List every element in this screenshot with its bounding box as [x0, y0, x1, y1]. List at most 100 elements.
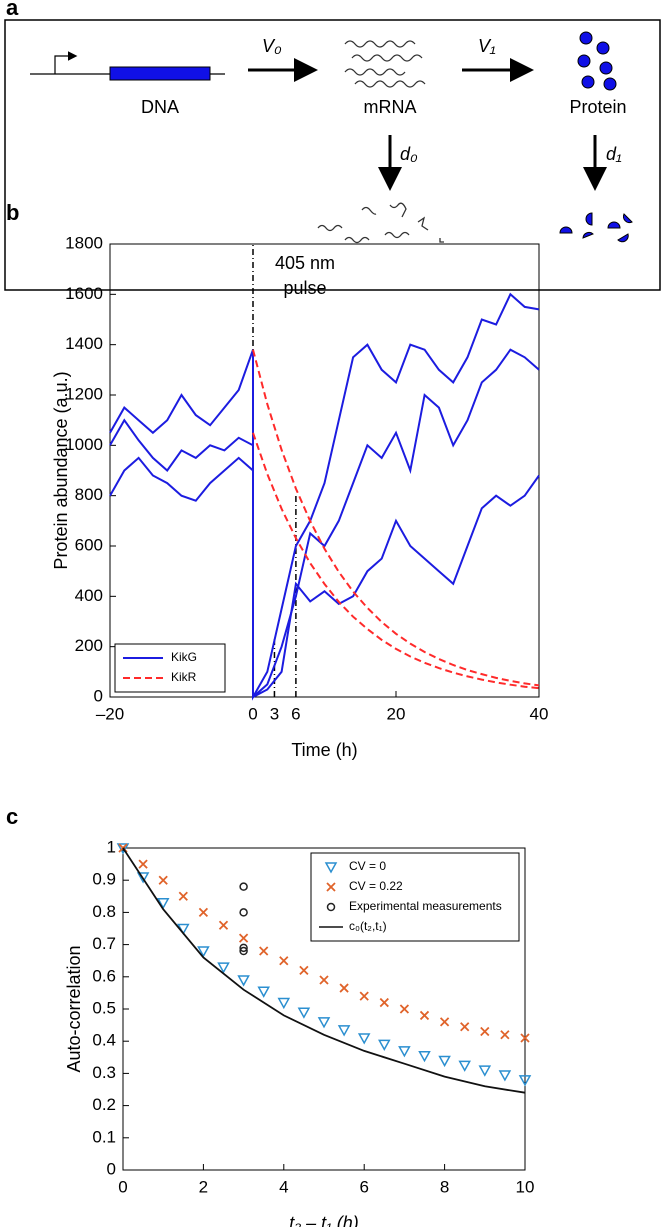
- marker: [317, 1017, 331, 1029]
- y-tick-label: 200: [75, 636, 103, 655]
- gene: [109, 66, 211, 81]
- marker: [378, 1039, 391, 1051]
- x-tick-label: 2: [199, 1177, 208, 1196]
- legend-box: [310, 852, 520, 942]
- panel-label: b: [6, 200, 19, 225]
- legend-label: KikR: [171, 670, 197, 684]
- marker: [438, 1055, 451, 1068]
- marker: [156, 897, 170, 910]
- node-label: mRNA: [364, 97, 417, 117]
- x-tick-label: 20: [387, 704, 406, 723]
- y-tick-label: 1000: [65, 435, 103, 454]
- x-tick-label: 0: [118, 1177, 127, 1196]
- y-tick-label: 0: [94, 686, 103, 705]
- rate-label: d₁: [606, 144, 622, 164]
- degraded-mrna: [317, 202, 444, 244]
- protein: [577, 31, 617, 91]
- mrna: [344, 40, 426, 88]
- y-tick-label: 800: [75, 485, 103, 504]
- x-tick-label: 10: [516, 1177, 535, 1196]
- y-tick-label: 600: [75, 535, 103, 554]
- x-tick-label: 3: [270, 704, 279, 723]
- marker: [217, 962, 230, 974]
- marker: [480, 1026, 490, 1037]
- y-tick-label: 1600: [65, 284, 103, 303]
- diagram: a DNA V₀ mRNA V₁ Protein d₀ d₁: [4, 0, 661, 291]
- marker: [116, 843, 130, 855]
- x-axis-label: t₂ – t₁ (h): [289, 1213, 359, 1227]
- marker: [419, 1010, 430, 1021]
- series-line: [109, 348, 540, 700]
- y-tick-label: 1400: [65, 334, 103, 353]
- legend-swatch: [326, 882, 336, 892]
- y-axis-label: Auto-correlation: [64, 945, 84, 1072]
- y-tick-label: 0: [107, 1159, 116, 1178]
- legend-swatch: [326, 902, 336, 912]
- marker: [197, 946, 210, 958]
- marker: [239, 908, 248, 917]
- y-tick-label: 0.6: [92, 966, 116, 985]
- marker: [239, 882, 248, 891]
- y-tick-label: 0.4: [92, 1031, 116, 1050]
- axis-frame: [109, 243, 540, 698]
- marker: [399, 1004, 410, 1014]
- y-tick-label: 0.8: [92, 902, 116, 921]
- marker: [279, 956, 289, 966]
- legend-box: [114, 643, 226, 693]
- promoter: [54, 51, 78, 74]
- y-tick-label: 0.7: [92, 934, 116, 953]
- series-line: [252, 349, 540, 687]
- marker: [498, 1070, 512, 1082]
- marker: [398, 1046, 411, 1058]
- rate-label: d₀: [400, 144, 418, 164]
- marker: [138, 859, 148, 869]
- y-tick-label: 1800: [65, 233, 103, 252]
- marker: [337, 1025, 351, 1037]
- legend-label: c₀(t₂,t₁): [349, 919, 387, 933]
- legend-label: CV = 0: [349, 859, 386, 873]
- marker: [359, 991, 369, 1001]
- marker: [158, 875, 168, 885]
- marker: [178, 891, 188, 901]
- x-tick-label: 0: [248, 704, 257, 723]
- y-tick-label: 0.9: [92, 870, 116, 889]
- rate-label: V₁: [478, 36, 496, 56]
- marker: [379, 997, 389, 1008]
- node-label: DNA: [141, 97, 179, 117]
- x-tick-label: 8: [440, 1177, 449, 1196]
- series-line: [122, 847, 526, 1094]
- y-tick-label: 0.1: [92, 1127, 116, 1146]
- y-tick-label: 0.2: [92, 1095, 116, 1114]
- legend-label: CV = 0.22: [349, 879, 403, 893]
- annotation: 405 nm: [275, 253, 335, 273]
- degraded-protein: [559, 212, 633, 243]
- marker: [277, 997, 291, 1010]
- marker: [218, 920, 229, 930]
- marker: [478, 1065, 492, 1077]
- marker: [299, 965, 309, 975]
- x-tick-label: 6: [359, 1177, 368, 1196]
- marker: [460, 1022, 470, 1032]
- marker: [319, 975, 329, 985]
- marker: [518, 1075, 532, 1087]
- marker: [418, 1050, 431, 1063]
- marker: [297, 1007, 311, 1019]
- legend-label: KikG: [171, 650, 197, 664]
- marker: [500, 1030, 510, 1040]
- series-line: [109, 456, 540, 699]
- diagram-frame: [4, 19, 661, 291]
- series-line: [252, 432, 540, 690]
- x-tick-label: 6: [291, 704, 300, 723]
- x-tick-label: 4: [279, 1177, 288, 1196]
- marker: [259, 946, 269, 956]
- marker: [339, 983, 349, 993]
- x-tick-label: –20: [96, 704, 124, 723]
- marker: [237, 975, 250, 987]
- marker: [198, 907, 209, 918]
- marker: [439, 1017, 450, 1027]
- y-tick-label: 0.3: [92, 1063, 116, 1082]
- series-line: [109, 292, 540, 701]
- legend-label: Experimental measurements: [349, 899, 502, 913]
- y-tick-label: 400: [75, 586, 103, 605]
